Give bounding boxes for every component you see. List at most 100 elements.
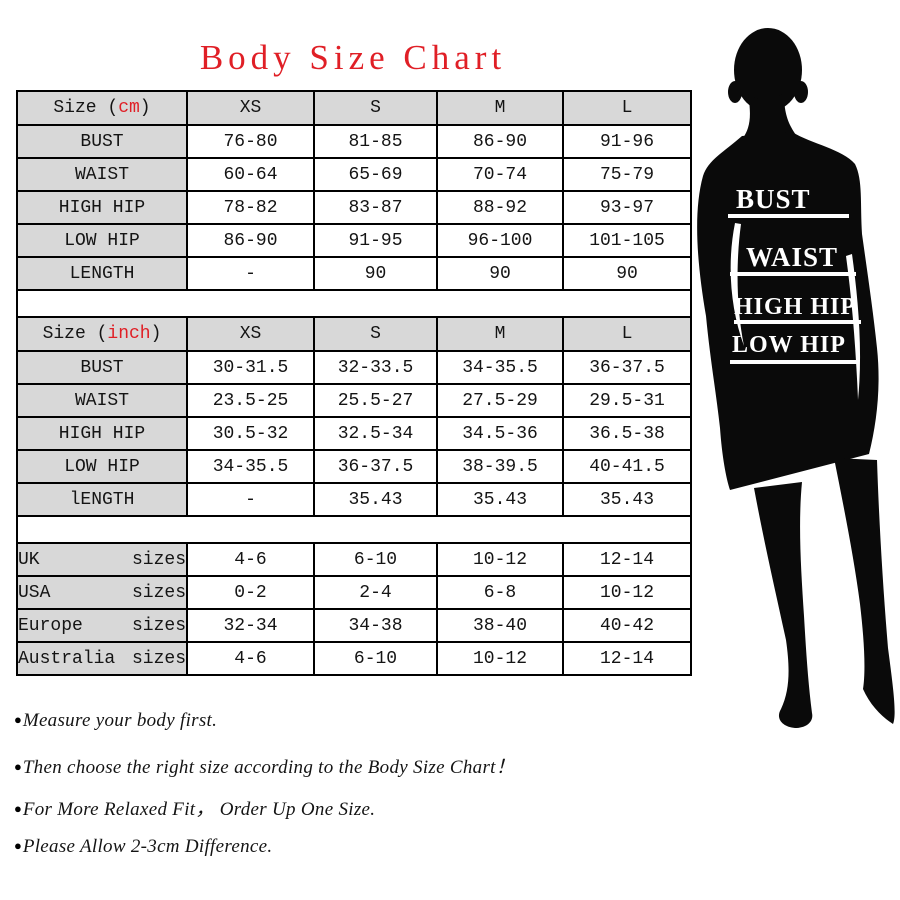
table-row: BUST 30-31.5 32-33.5 34-35.5 36-37.5	[16, 350, 692, 385]
bullet-icon: ●	[14, 760, 22, 775]
bullet-icon: ●	[14, 802, 22, 817]
size-value: 30.5-32	[186, 416, 315, 451]
row-label: BUST	[16, 124, 188, 159]
figure-label-low-hip: LOW HIP	[732, 332, 846, 358]
table-header-row: Size (cm) XS S M L	[16, 90, 692, 126]
size-value: 27.5-29	[436, 383, 564, 418]
size-unit: cm	[118, 98, 140, 118]
table-row: HIGH HIP 30.5-32 32.5-34 34.5-36 36.5-38	[16, 416, 692, 451]
spacer-row	[16, 515, 692, 544]
sizes-suffix: sizes	[131, 648, 186, 669]
size-value: 36-37.5	[562, 350, 692, 385]
size-value: 38-40	[436, 608, 564, 643]
note-text: Please Allow 2-3cm Difference.	[22, 836, 273, 857]
note-item: ●For More Relaxed Fit， Order Up One Size…	[14, 794, 674, 820]
size-value: 32.5-34	[313, 416, 438, 451]
size-value: 30-31.5	[186, 350, 315, 385]
size-value: 88-92	[436, 190, 564, 225]
size-unit: inch	[107, 324, 151, 344]
column-header-m: M	[436, 316, 564, 352]
table-row: WAIST 60-64 65-69 70-74 75-79	[16, 157, 692, 192]
row-label: WAIST	[16, 157, 188, 192]
row-label: Australia sizes	[16, 641, 188, 676]
table-row: LENGTH -90 90 90	[16, 256, 692, 291]
size-value: 36.5-38	[562, 416, 692, 451]
size-value: 6-10	[313, 641, 438, 676]
size-label-prefix: Size (	[42, 324, 108, 344]
size-value: 86-90	[186, 223, 315, 258]
size-value: 101-105	[562, 223, 692, 258]
page-title: Body Size Chart	[199, 38, 507, 77]
note-item: ●Then choose the right size according to…	[14, 752, 674, 778]
spacer-cell	[16, 289, 692, 318]
size-value: 32-34	[186, 608, 315, 643]
size-value: 75-79	[562, 157, 692, 192]
silhouette-head	[734, 28, 802, 112]
size-value: 2-4	[313, 575, 438, 610]
size-value: 6-8	[436, 575, 564, 610]
table-row: LOW HIP 34-35.5 36-37.5 38-39.5 40-41.5	[16, 449, 692, 484]
size-value: 65-69	[313, 157, 438, 192]
size-value: 91-95	[313, 223, 438, 258]
column-header-l: L	[562, 316, 692, 352]
size-value: -	[186, 256, 315, 291]
size-value: 93-97	[562, 190, 692, 225]
size-value: 32-33.5	[313, 350, 438, 385]
row-label: HIGH HIP	[16, 416, 188, 451]
row-label: LOW HIP	[16, 449, 188, 484]
size-value: 4-6	[186, 641, 315, 676]
column-header-s: S	[313, 316, 438, 352]
table-row: LOW HIP 86-90 91-95 96-100 101-105	[16, 223, 692, 258]
size-label-prefix: Size (	[53, 98, 119, 118]
table-row: Australia sizes 4-6 6-10 10-12 12-14	[16, 641, 692, 676]
size-value: 81-85	[313, 124, 438, 159]
size-value: 12-14	[562, 542, 692, 577]
size-value: 60-64	[186, 157, 315, 192]
size-value: 34-38	[313, 608, 438, 643]
size-value: 6-10	[313, 542, 438, 577]
size-value: 91-96	[562, 124, 692, 159]
table-row: HIGH HIP 78-82 83-87 88-92 93-97	[16, 190, 692, 225]
size-value: 96-100	[436, 223, 564, 258]
region-name: UK	[18, 549, 40, 570]
sizes-suffix: sizes	[131, 549, 186, 570]
row-label: WAIST	[16, 383, 188, 418]
size-value: 38-39.5	[436, 449, 564, 484]
low-hip-line	[730, 360, 859, 364]
size-value: 36-37.5	[313, 449, 438, 484]
column-header-m: M	[436, 90, 564, 126]
size-value: 40-41.5	[562, 449, 692, 484]
high-hip-line	[734, 320, 861, 324]
figure-label-bust: BUST	[736, 184, 811, 214]
size-value: 29.5-31	[562, 383, 692, 418]
size-value: 34.5-36	[436, 416, 564, 451]
size-value: 90	[562, 256, 692, 291]
note-text: Measure your body first.	[22, 710, 218, 731]
region-name: Australia	[18, 648, 116, 669]
note-text: Then choose the right size according to …	[22, 757, 516, 778]
bust-line	[728, 214, 849, 218]
size-value: 35.43	[313, 482, 438, 517]
size-value: 25.5-27	[313, 383, 438, 418]
size-value: 83-87	[313, 190, 438, 225]
silhouette-left-leg	[754, 482, 813, 728]
left-arm-gap	[730, 223, 744, 346]
size-value: 78-82	[186, 190, 315, 225]
table-row: WAIST 23.5-25 25.5-27 27.5-29 29.5-31	[16, 383, 692, 418]
column-header-l: L	[562, 90, 692, 126]
region-name: Europe	[18, 615, 83, 636]
figure-label-waist: WAIST	[746, 242, 838, 272]
waist-line	[730, 272, 856, 276]
size-unit-header: Size (cm)	[16, 90, 188, 126]
spacer-row	[16, 289, 692, 318]
size-value: 90	[436, 256, 564, 291]
bullet-icon: ●	[14, 713, 22, 728]
column-header-xs: XS	[186, 316, 315, 352]
size-label-suffix: )	[139, 98, 151, 118]
size-value: 10-12	[436, 542, 564, 577]
size-value: 70-74	[436, 157, 564, 192]
region-name: USA	[18, 582, 51, 603]
size-value: 35.43	[436, 482, 564, 517]
size-value: 4-6	[186, 542, 315, 577]
